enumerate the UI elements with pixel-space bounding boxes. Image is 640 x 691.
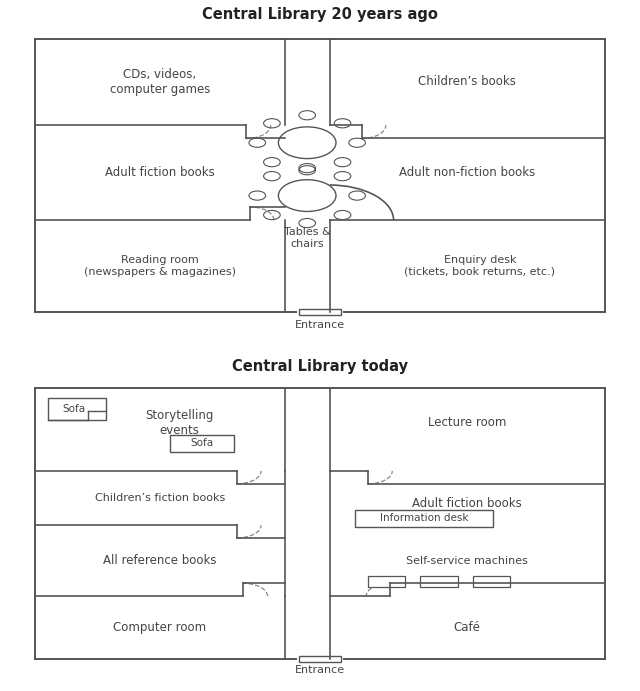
- Text: All reference books: All reference books: [103, 554, 217, 567]
- Text: Entrance: Entrance: [295, 320, 345, 330]
- Text: Sofa: Sofa: [62, 404, 85, 414]
- Text: Sofa: Sofa: [190, 439, 213, 448]
- Bar: [473, 576, 510, 587]
- Text: Enquiry desk
(tickets, book returns, etc.): Enquiry desk (tickets, book returns, etc…: [404, 255, 556, 277]
- Text: Computer room: Computer room: [113, 621, 207, 634]
- Bar: [368, 576, 405, 587]
- Text: Children’s fiction books: Children’s fiction books: [95, 493, 225, 503]
- Text: Lecture room: Lecture room: [428, 416, 506, 429]
- Bar: [300, 656, 341, 661]
- Text: Entrance: Entrance: [295, 665, 345, 675]
- Bar: [420, 576, 458, 587]
- Text: Adult fiction books: Adult fiction books: [412, 497, 522, 509]
- Text: Adult fiction books: Adult fiction books: [105, 166, 215, 179]
- Text: Children’s books: Children’s books: [419, 75, 516, 88]
- Text: Information desk: Information desk: [380, 513, 468, 523]
- Bar: [300, 309, 341, 314]
- Text: Storytelling
events: Storytelling events: [145, 408, 213, 437]
- Text: Self-service machines: Self-service machines: [406, 556, 528, 566]
- Text: Central Library 20 years ago: Central Library 20 years ago: [202, 7, 438, 22]
- Bar: [48, 398, 106, 420]
- Bar: [355, 510, 493, 527]
- Bar: [170, 435, 234, 453]
- Text: CDs, videos,
computer games: CDs, videos, computer games: [110, 68, 210, 96]
- Text: Reading room
(newspapers & magazines): Reading room (newspapers & magazines): [84, 255, 236, 277]
- Text: Café: Café: [454, 621, 481, 634]
- Text: Adult non-fiction books: Adult non-fiction books: [399, 166, 535, 179]
- Text: Central Library today: Central Library today: [232, 359, 408, 375]
- Text: Tables &
chairs: Tables & chairs: [284, 227, 331, 249]
